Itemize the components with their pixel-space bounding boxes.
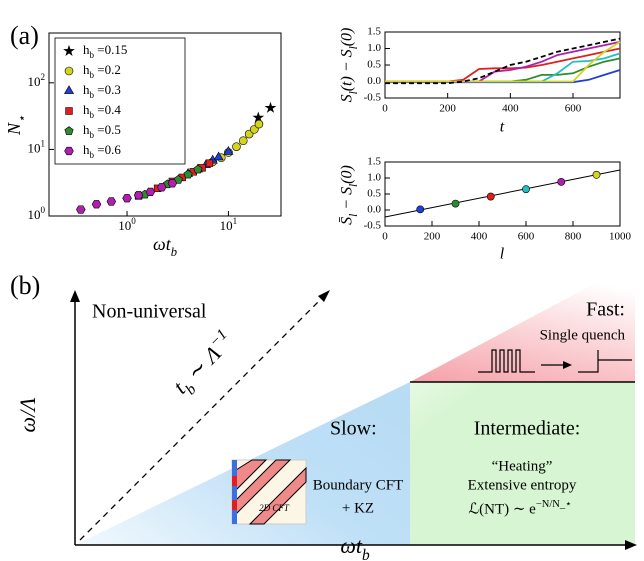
region-label: Intermediate: xyxy=(474,418,581,440)
region-label: Fast: xyxy=(586,299,625,321)
point xyxy=(557,177,566,186)
line xyxy=(385,37,621,85)
y-tick-label: 1.0 xyxy=(367,42,381,54)
region-text: + KZ xyxy=(342,500,374,516)
y-axis-label: S̄l − Sl(0) xyxy=(339,165,360,225)
quench-icon xyxy=(578,350,632,373)
legend-marker xyxy=(63,44,75,56)
x-tick-label: 0 xyxy=(382,103,388,115)
x-tick-label: 800 xyxy=(565,231,582,243)
point xyxy=(522,185,530,194)
pulse-icon xyxy=(478,349,535,373)
arrow-head xyxy=(318,290,330,302)
plot-frame xyxy=(48,32,282,217)
y-tick-label: 0.5 xyxy=(367,188,381,200)
inset-label: 2D CFT xyxy=(259,503,290,513)
legend-box xyxy=(54,37,186,165)
legend-marker xyxy=(65,107,73,115)
x-tick-label: 1000 xyxy=(609,231,632,243)
point xyxy=(173,174,183,184)
y-tick-label: 1.0 xyxy=(367,172,381,184)
legend-marker xyxy=(64,146,74,156)
legend-marker xyxy=(63,85,75,94)
x-tick-label: 400 xyxy=(502,103,519,115)
region-note: Single quench xyxy=(540,327,626,343)
point xyxy=(486,192,495,201)
point xyxy=(223,146,234,155)
line xyxy=(385,47,621,83)
y-tick-label: 100 xyxy=(27,205,45,222)
point xyxy=(133,191,144,200)
y-axis-label: Sl(t) − Sl(0) xyxy=(339,28,360,103)
panel-label: (a) xyxy=(10,21,39,50)
point xyxy=(145,187,156,197)
inset xyxy=(231,459,307,525)
point xyxy=(213,151,224,161)
y-tick-label: 0.5 xyxy=(367,59,381,71)
x-tick-label: 0 xyxy=(382,231,388,243)
y-tick-label: -0.5 xyxy=(364,92,382,104)
x-tick-label: 200 xyxy=(424,231,441,243)
x-tick-label: 100 xyxy=(118,216,136,233)
fast-region xyxy=(410,262,635,382)
x-tick-label: 400 xyxy=(471,231,488,243)
y-tick-label: 1.5 xyxy=(367,26,381,38)
plot-frame xyxy=(384,31,621,99)
point xyxy=(106,197,117,206)
region-label: Non-universal xyxy=(92,301,207,323)
point xyxy=(157,183,167,192)
legend-marker xyxy=(64,126,74,135)
diagonal-label: tb ∼ Λ−1 xyxy=(166,326,243,403)
y-tick-label: 101 xyxy=(27,139,45,156)
y-tick-label: 0.0 xyxy=(367,204,381,216)
y-tick-label: 0.0 xyxy=(367,75,381,87)
point xyxy=(264,101,277,113)
point xyxy=(232,142,241,151)
point xyxy=(254,119,264,129)
y-axis-label: N⋆ xyxy=(4,115,29,136)
y-tick-label: 102 xyxy=(27,72,45,89)
point xyxy=(76,205,86,214)
x-tick-label: 101 xyxy=(220,216,238,233)
legend-label: hb =0.15 xyxy=(83,42,127,60)
point xyxy=(91,200,102,209)
arrow-head xyxy=(625,540,637,550)
point xyxy=(183,169,193,179)
legend-marker xyxy=(64,66,74,76)
point xyxy=(451,199,460,208)
region-text: “Heating” xyxy=(492,458,553,474)
point xyxy=(122,194,132,203)
line xyxy=(385,69,621,84)
arrow-head xyxy=(563,361,572,369)
intermediate-region xyxy=(410,382,635,545)
y-axis-label: ω/Λ xyxy=(15,397,40,433)
point xyxy=(252,111,265,123)
x-tick-label: 600 xyxy=(565,103,582,115)
x-axis-label: l xyxy=(500,246,505,263)
x-tick-label: 600 xyxy=(518,231,535,243)
arrow-head xyxy=(70,290,80,302)
y-tick-label: 1.5 xyxy=(367,156,381,168)
point xyxy=(416,205,425,214)
point xyxy=(167,179,178,188)
line xyxy=(385,41,621,83)
region-text: Boundary CFT xyxy=(313,477,403,493)
x-axis-label: t xyxy=(500,119,505,136)
region-label: Slow: xyxy=(330,418,377,440)
y-tick-label: -0.5 xyxy=(364,220,382,232)
fit-line xyxy=(384,169,621,218)
point xyxy=(238,136,248,146)
point xyxy=(592,170,601,179)
diagonal xyxy=(79,297,323,541)
x-tick-label: 200 xyxy=(439,103,456,115)
point xyxy=(193,164,203,174)
region-text: Extensive entropy xyxy=(468,477,577,493)
panel-label: (b) xyxy=(10,271,40,300)
point xyxy=(205,159,214,167)
x-axis-label: ωtb xyxy=(153,234,177,259)
